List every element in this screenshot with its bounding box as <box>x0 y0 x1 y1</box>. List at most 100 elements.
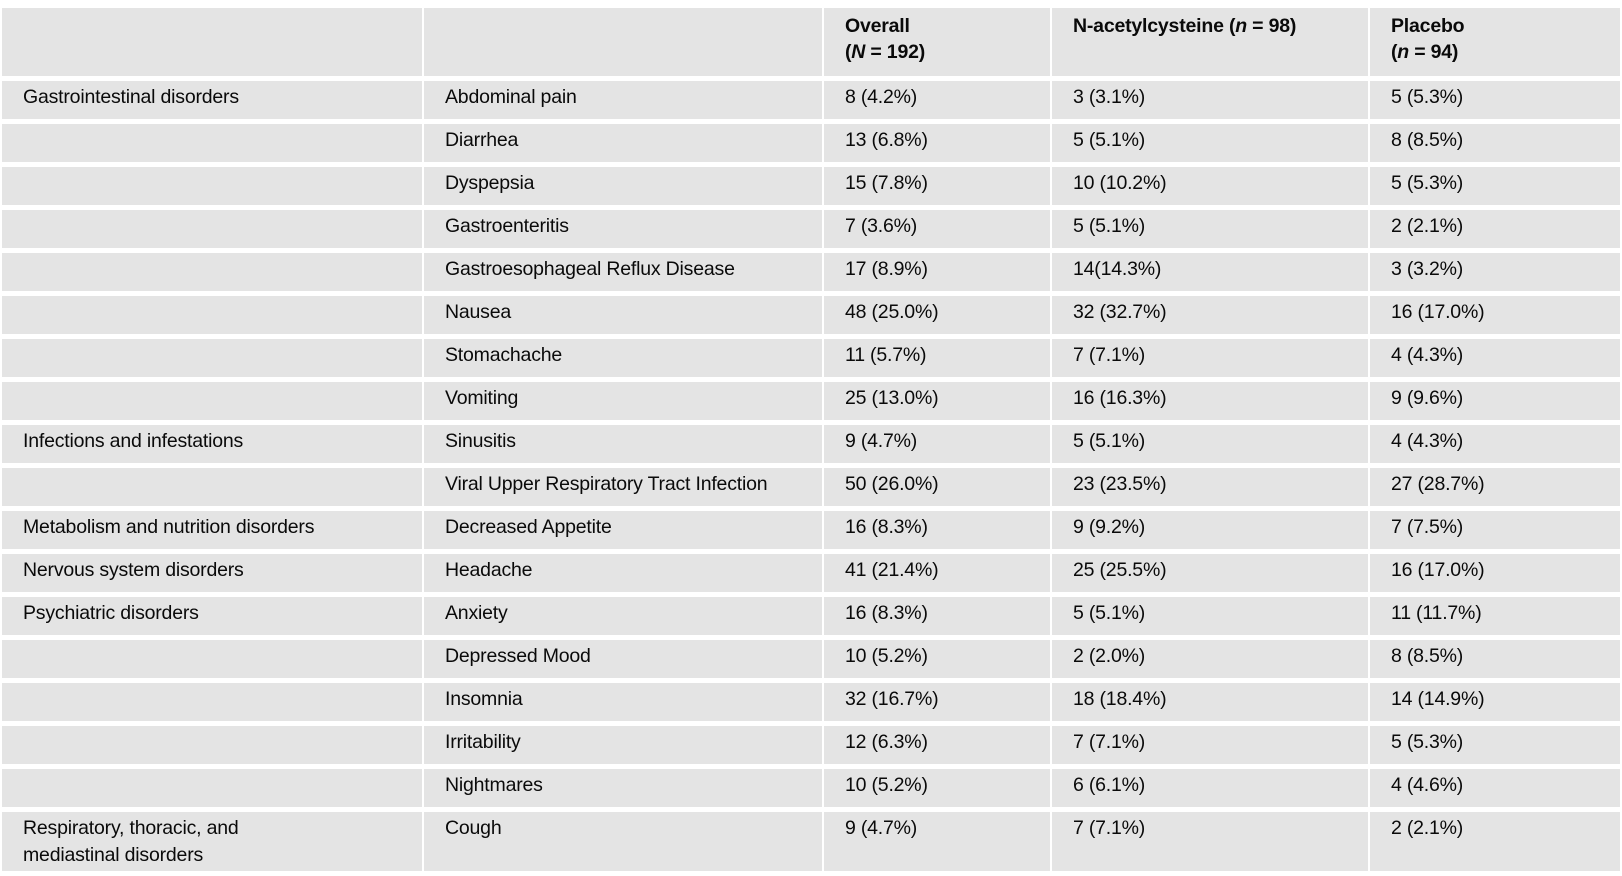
cell-event: Nausea <box>424 296 822 334</box>
cell-placebo-text: 4 (4.3%) <box>1391 344 1464 366</box>
cell-placebo-text: 4 (4.3%) <box>1391 430 1464 452</box>
cell-placebo: 8 (8.5%) <box>1370 124 1620 162</box>
cell-placebo-text: 27 (28.7%) <box>1391 473 1485 495</box>
cell-group <box>2 253 422 291</box>
cell-group: Nervous system disorders <box>2 554 422 592</box>
adverse-events-table: Overall (N = 192) N-acetylcysteine (n = … <box>0 3 1622 876</box>
cell-placebo-text: 11 (11.7%) <box>1391 602 1482 624</box>
cell-event-text: Sinusitis <box>445 430 516 452</box>
cell-placebo-text: 16 (17.0%) <box>1391 301 1485 323</box>
table-row: Insomnia 32 (16.7%) 18 (18.4%) 14 (14.9%) <box>2 683 1620 721</box>
cell-overall-text: 10 (5.2%) <box>845 645 928 667</box>
cell-event-text: Decreased Appetite <box>445 516 612 538</box>
cell-overall: 9 (4.7%) <box>824 812 1050 871</box>
cell-overall: 25 (13.0%) <box>824 382 1050 420</box>
cell-event: Anxiety <box>424 597 822 635</box>
cell-nac-text: 3 (3.1%) <box>1073 86 1146 108</box>
cell-event-text: Nausea <box>445 301 512 323</box>
cell-nac: 5 (5.1%) <box>1052 210 1368 248</box>
cell-placebo-text: 14 (14.9%) <box>1391 688 1485 710</box>
cell-overall: 50 (26.0%) <box>824 468 1050 506</box>
cell-event: Decreased Appetite <box>424 511 822 549</box>
table-row: Psychiatric disorders Anxiety 16 (8.3%) 5 (… <box>2 597 1620 635</box>
cell-event: Gastroenteritis <box>424 210 822 248</box>
cell-event-text: Diarrhea <box>445 129 519 151</box>
cell-overall: 48 (25.0%) <box>824 296 1050 334</box>
cell-nac: 16 (16.3%) <box>1052 382 1368 420</box>
cell-overall: 9 (4.7%) <box>824 425 1050 463</box>
cell-placebo-text: 2 (2.1%) <box>1391 215 1464 237</box>
cell-overall: 32 (16.7%) <box>824 683 1050 721</box>
table-row: Vomiting 25 (13.0%) 16 (16.3%) 9 (9.6%) <box>2 382 1620 420</box>
cell-group <box>2 382 422 420</box>
cell-overall-text: 8 (4.2%) <box>845 86 918 108</box>
cell-overall-text: 7 (3.6%) <box>845 215 918 237</box>
cell-nac: 14(14.3%) <box>1052 253 1368 291</box>
table-row: Diarrhea 13 (6.8%) 5 (5.1%) 8 (8.5%) <box>2 124 1620 162</box>
cell-group <box>2 726 422 764</box>
cell-placebo: 9 (9.6%) <box>1370 382 1620 420</box>
cell-event: Gastroesophageal Reflux Disease <box>424 253 822 291</box>
cell-nac: 5 (5.1%) <box>1052 597 1368 635</box>
header-nac-paren-open: ( <box>1228 15 1236 37</box>
cell-placebo-text: 8 (8.5%) <box>1391 129 1464 151</box>
cell-event: Sinusitis <box>424 425 822 463</box>
cell-overall-text: 9 (4.7%) <box>845 430 918 452</box>
cell-overall-text: 50 (26.0%) <box>845 473 939 495</box>
table-header: Overall (N = 192) N-acetylcysteine (n = … <box>2 8 1620 76</box>
table-row: Viral Upper Respiratory Tract Infection 5… <box>2 468 1620 506</box>
cell-overall-text: 41 (21.4%) <box>845 559 939 581</box>
cell-overall: 7 (3.6%) <box>824 210 1050 248</box>
cell-placebo: 5 (5.3%) <box>1370 726 1620 764</box>
cell-group: Gastrointestinal disorders <box>2 81 422 119</box>
cell-placebo: 4 (4.3%) <box>1370 339 1620 377</box>
cell-event-text: Insomnia <box>445 688 523 710</box>
cell-group: Metabolism and nutrition disorders <box>2 511 422 549</box>
cell-overall-text: 25 (13.0%) <box>845 387 939 409</box>
cell-placebo: 14 (14.9%) <box>1370 683 1620 721</box>
cell-overall-text: 11 (5.7%) <box>845 344 927 366</box>
cell-overall-text: 15 (7.8%) <box>845 172 928 194</box>
cell-overall-text: 32 (16.7%) <box>845 688 939 710</box>
cell-group-text: Infections and infestations <box>23 430 244 452</box>
cell-nac-text: 5 (5.1%) <box>1073 602 1146 624</box>
cell-event-text: Stomachache <box>445 344 563 366</box>
cell-nac-text: 14(14.3%) <box>1073 258 1162 280</box>
cell-group <box>2 296 422 334</box>
table-body: Gastrointestinal disorders Abdominal pain… <box>2 81 1620 871</box>
cell-nac-text: 7 (7.1%) <box>1073 344 1146 366</box>
cell-event: Headache <box>424 554 822 592</box>
cell-nac: 7 (7.1%) <box>1052 339 1368 377</box>
cell-event-text: Dyspepsia <box>445 172 535 194</box>
cell-nac: 7 (7.1%) <box>1052 726 1368 764</box>
cell-event-text: Cough <box>445 817 502 839</box>
cell-group-text: Gastrointestinal disorders <box>23 86 239 108</box>
cell-placebo: 4 (4.6%) <box>1370 769 1620 807</box>
cell-event-text: Irritability <box>445 731 521 753</box>
cell-group: Respiratory, thoracic, and mediastinal d… <box>2 812 422 871</box>
cell-event: Abdominal pain <box>424 81 822 119</box>
cell-nac: 10 (10.2%) <box>1052 167 1368 205</box>
cell-event-text: Anxiety <box>445 602 508 624</box>
cell-placebo: 2 (2.1%) <box>1370 210 1620 248</box>
header-placebo-paren-rest: = 94) <box>1409 41 1459 63</box>
cell-nac-text: 7 (7.1%) <box>1073 731 1146 753</box>
cell-event-text: Nightmares <box>445 774 543 796</box>
cell-nac-text: 23 (23.5%) <box>1073 473 1167 495</box>
cell-placebo-text: 9 (9.6%) <box>1391 387 1464 409</box>
cell-placebo: 5 (5.3%) <box>1370 81 1620 119</box>
header-overall-paren-rest: = 192) <box>865 41 926 63</box>
cell-placebo: 3 (3.2%) <box>1370 253 1620 291</box>
cell-nac-text: 9 (9.2%) <box>1073 516 1146 538</box>
table-row: Respiratory, thoracic, and mediastinal d… <box>2 812 1620 871</box>
cell-nac: 6 (6.1%) <box>1052 769 1368 807</box>
cell-group-text: Metabolism and nutrition disorders <box>23 516 315 538</box>
cell-nac-text: 5 (5.1%) <box>1073 430 1146 452</box>
table-row: Nervous system disorders Headache 41 (21.4… <box>2 554 1620 592</box>
cell-placebo-text: 3 (3.2%) <box>1391 258 1464 280</box>
cell-placebo: 11 (11.7%) <box>1370 597 1620 635</box>
cell-group <box>2 210 422 248</box>
table-row: Gastroesophageal Reflux Disease 17 (8.9%)… <box>2 253 1620 291</box>
cell-group-text: Nervous system disorders <box>23 559 244 581</box>
cell-nac-text: 10 (10.2%) <box>1073 172 1167 194</box>
